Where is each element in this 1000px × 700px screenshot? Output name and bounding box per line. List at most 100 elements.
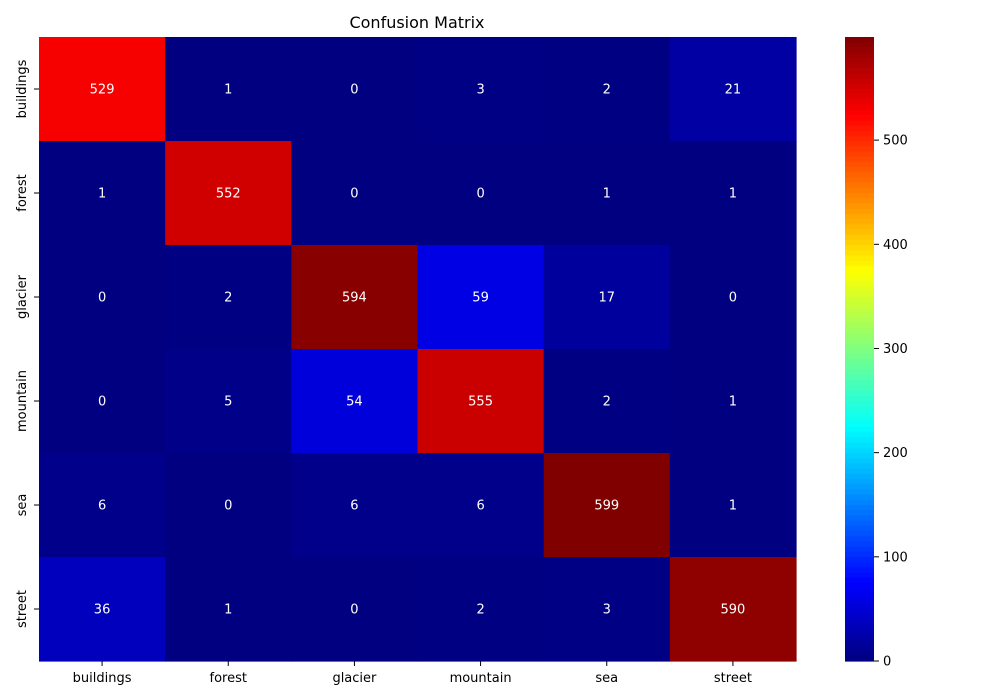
colorbar-segment: [845, 447, 874, 454]
colorbar-segment: [845, 193, 874, 199]
colorbar-segment: [845, 572, 874, 579]
colorbar-segment: [845, 635, 874, 641]
cell-value-label: 0: [350, 187, 358, 202]
colorbar-segment: [845, 260, 874, 267]
colorbar-segment: [845, 437, 874, 444]
colorbar-segment: [845, 401, 874, 407]
colorbar-segment: [845, 141, 874, 147]
colorbar-segment: [845, 463, 874, 470]
colorbar-segment: [845, 369, 874, 376]
cell-value-label: 0: [98, 291, 106, 306]
cell-value-label: 2: [224, 291, 232, 306]
colorbar-segment: [845, 63, 874, 69]
colorbar-segment: [845, 593, 874, 600]
colorbar-segment: [845, 406, 874, 412]
heatmap-cell: [669, 37, 797, 142]
cell-value-label: 1: [98, 187, 106, 202]
colorbar-segment: [845, 385, 874, 392]
cell-value-label: 5: [224, 395, 232, 410]
colorbar-segment: [845, 609, 874, 615]
cell-value-label: 59: [472, 291, 489, 306]
colorbar-segment: [845, 525, 874, 532]
heatmap-cell: [39, 453, 166, 558]
colorbar-segment: [845, 624, 874, 631]
colorbar-segment: [845, 598, 874, 605]
colorbar-segment: [845, 458, 874, 464]
colorbar-segment: [845, 354, 874, 360]
colorbar-segment: [845, 130, 874, 137]
colorbar-segment: [845, 328, 874, 334]
colorbar-segment: [845, 37, 874, 43]
heatmap-cell: [39, 245, 166, 350]
cell-value-label: 1: [729, 499, 737, 514]
cell-value-label: 54: [346, 395, 363, 410]
colorbar-segment: [845, 411, 874, 418]
colorbar-segment: [845, 603, 874, 610]
heatmap-cell: [543, 557, 671, 662]
heatmap-cell: [543, 349, 671, 454]
colorbar-segment: [845, 484, 874, 490]
cell-value-label: 529: [90, 83, 115, 98]
colorbar-segment: [845, 432, 874, 438]
cell-value-label: 3: [603, 603, 611, 618]
colorbar-segment: [845, 557, 874, 563]
cell-value-label: 2: [603, 83, 611, 98]
colorbar-segment: [845, 421, 874, 428]
x-tick-label: forest: [210, 671, 247, 686]
heatmap-cell: [669, 453, 797, 558]
colorbar-segment: [845, 453, 874, 459]
y-axis: buildings forest glacier mountain sea street: [15, 59, 39, 628]
colorbar-segment: [845, 120, 874, 126]
heatmap-cell: [669, 557, 797, 662]
colorbar-segment: [845, 588, 874, 594]
colorbar-segment: [845, 442, 874, 449]
colorbar-segment: [845, 312, 874, 319]
cell-value-label: 0: [729, 291, 737, 306]
colorbar-segment: [845, 47, 874, 54]
heatmap-cell: [669, 245, 797, 350]
heatmap-cell: [417, 37, 545, 142]
colorbar-segment: [845, 104, 874, 111]
colorbar-segment: [845, 57, 874, 64]
colorbar-segment: [845, 276, 874, 282]
colorbar-segment: [845, 349, 874, 355]
heatmap-cell: [669, 141, 797, 246]
colorbar-segment: [845, 338, 874, 345]
colorbar-segment: [845, 390, 874, 397]
colorbar-segment: [845, 343, 874, 350]
cell-value-label: 0: [350, 83, 358, 98]
colorbar-segment: [845, 520, 874, 527]
colorbar-segment: [845, 265, 874, 272]
heatmap-cells: 529 1 0 3 2 211 552 0 0 1 10 2 594 59 17 00 5 54 555 2 16 0 6 6…: [39, 37, 797, 662]
colorbar-segment: [845, 505, 874, 511]
cell-value-label: 21: [725, 83, 742, 98]
y-tick-label: buildings: [15, 59, 30, 118]
colorbar-segment: [845, 187, 874, 194]
colorbar-segment: [845, 546, 874, 553]
colorbar-segment: [845, 499, 874, 506]
cell-value-label: 594: [342, 291, 367, 306]
heatmap-cell: [417, 245, 545, 350]
cell-value-label: 6: [98, 499, 106, 514]
heatmap-cell: [291, 245, 419, 350]
colorbar-segment: [845, 468, 874, 475]
colorbar-segment: [845, 99, 874, 106]
heatmap-cell: [39, 37, 166, 142]
colorbar-segment: [845, 364, 874, 371]
colorbar-segment: [845, 255, 874, 262]
colorbar-segment: [845, 291, 874, 298]
heatmap-cell: [543, 141, 671, 246]
colorbar-segment: [845, 271, 874, 277]
colorbar-tick-label: 100: [883, 550, 908, 565]
heatmap-cell: [165, 557, 292, 662]
colorbar-segment: [845, 333, 874, 340]
chart-title: Confusion Matrix: [349, 13, 484, 32]
colorbar-segment: [845, 302, 874, 308]
colorbar-segment: [845, 83, 874, 90]
colorbar-segment: [845, 655, 874, 662]
colorbar-segment: [845, 473, 874, 480]
cell-value-label: 1: [603, 187, 611, 202]
y-tick-label: glacier: [15, 274, 30, 319]
cell-value-label: 1: [729, 395, 737, 410]
